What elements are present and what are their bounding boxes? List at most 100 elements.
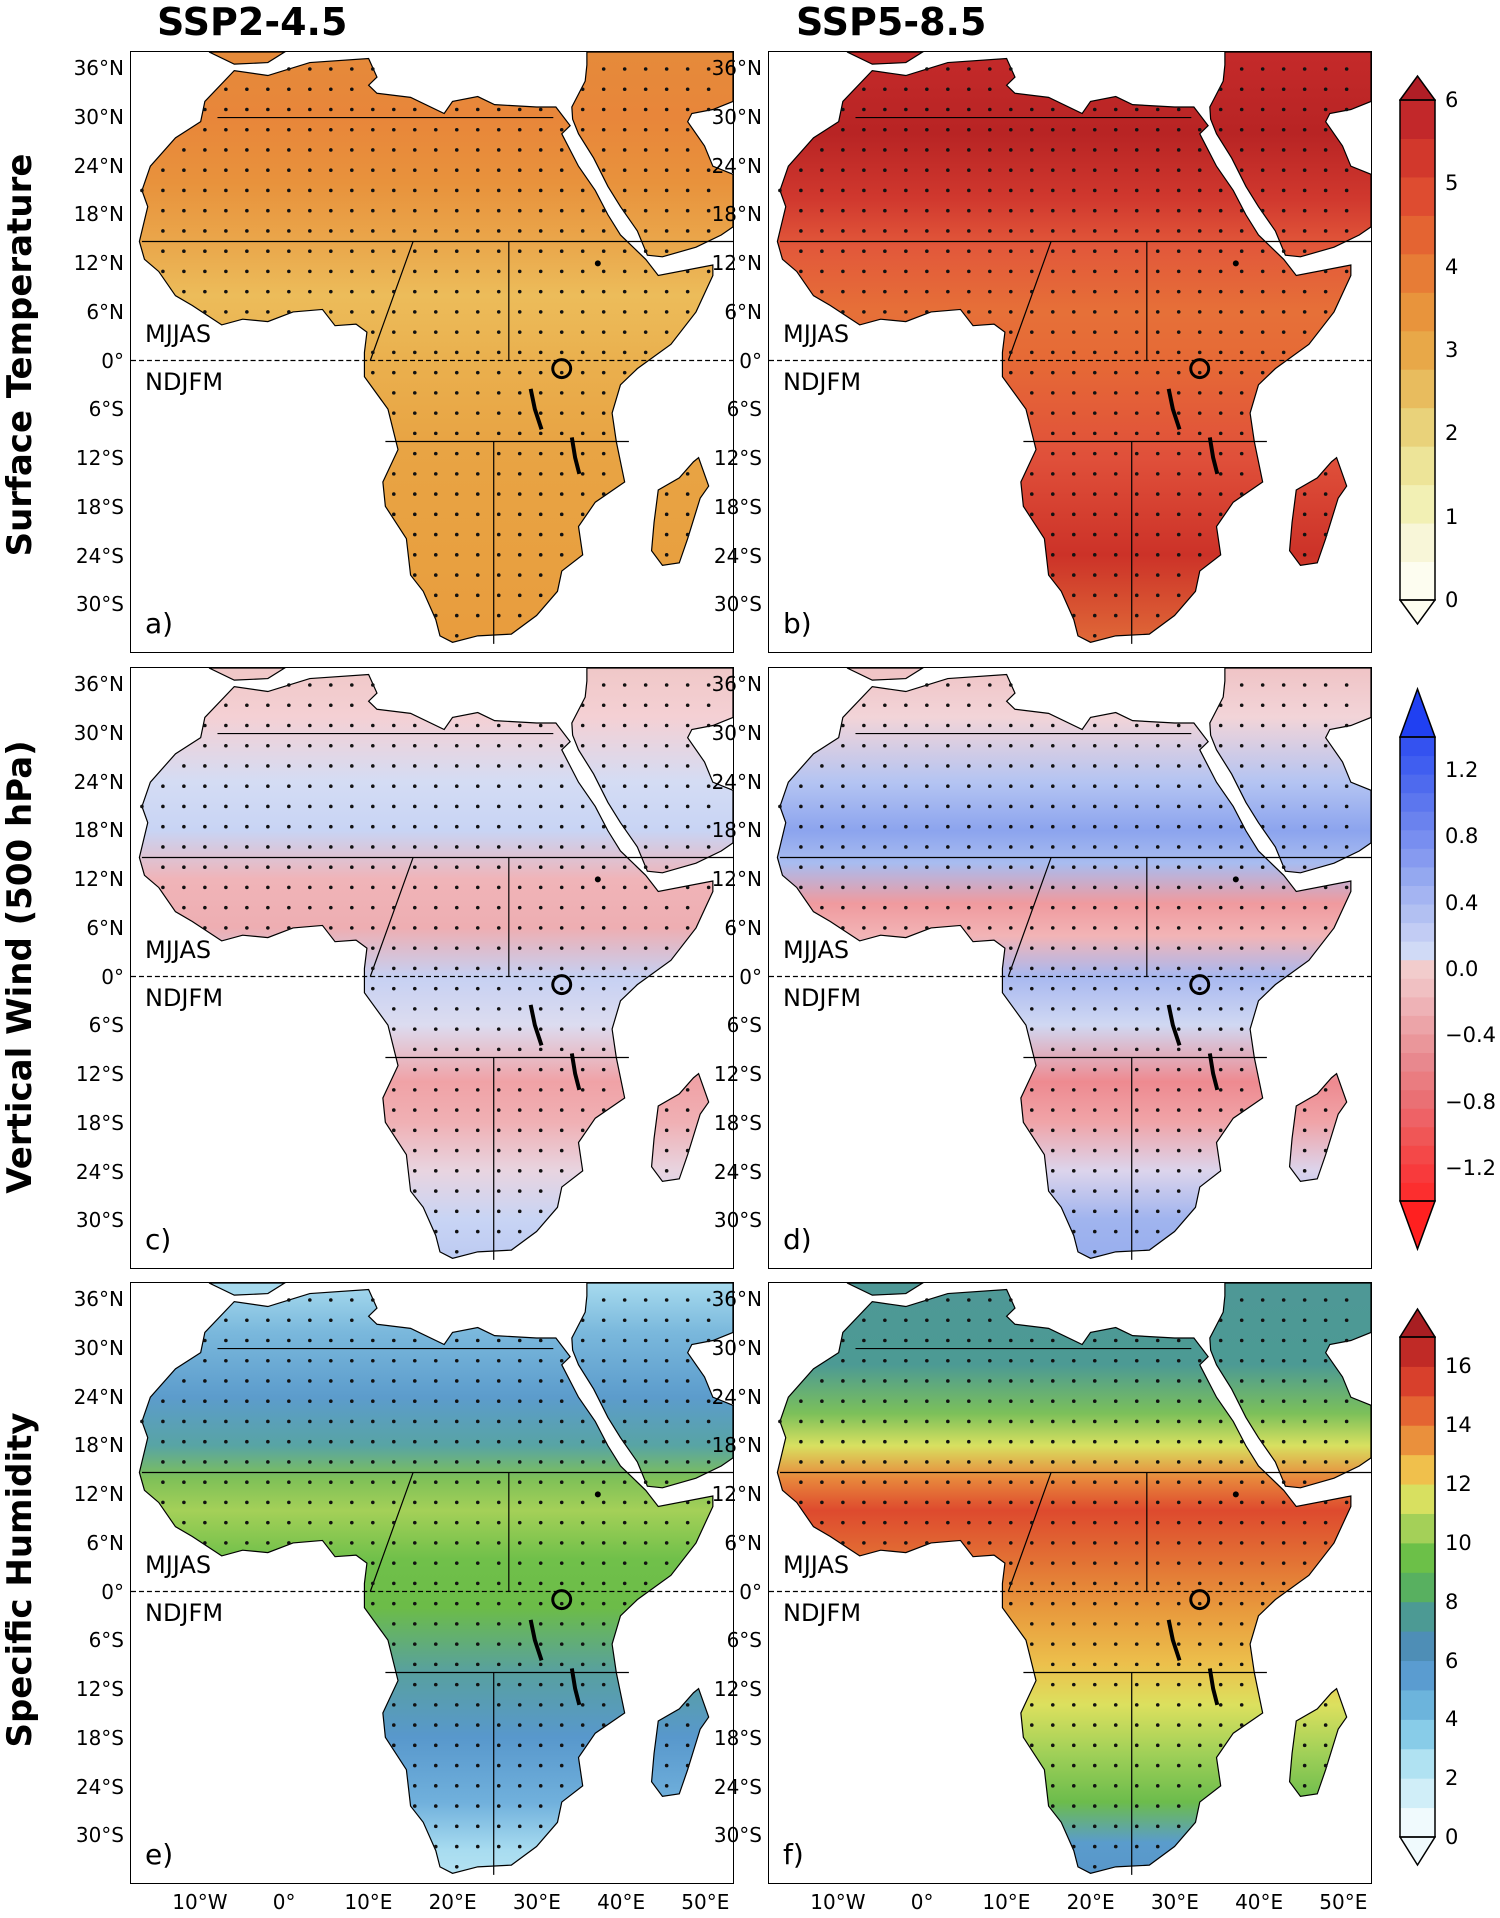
significance-dot bbox=[1323, 683, 1328, 687]
significance-dot bbox=[433, 1460, 438, 1464]
significance-dot bbox=[1260, 107, 1265, 112]
significance-dot bbox=[1071, 492, 1076, 496]
significance-dot bbox=[287, 127, 291, 132]
significance-dot bbox=[496, 229, 501, 233]
significance-dot bbox=[580, 1460, 585, 1464]
significance-dot bbox=[538, 1743, 543, 1748]
colorbar-segment bbox=[1400, 446, 1435, 486]
significance-dot bbox=[182, 1379, 186, 1383]
significance-dot bbox=[308, 804, 312, 809]
significance-dot bbox=[1071, 1067, 1076, 1072]
significance-dot bbox=[1323, 188, 1328, 193]
significance-dot bbox=[287, 764, 291, 768]
significance-dot bbox=[412, 148, 417, 152]
significance-dot bbox=[454, 946, 459, 950]
significance-dot bbox=[1218, 966, 1223, 971]
significance-dot bbox=[967, 1358, 971, 1363]
colorbar-tick-label: 8 bbox=[1445, 1589, 1459, 1614]
lat-tick-label: 30°N bbox=[73, 1335, 124, 1360]
significance-dot bbox=[1197, 1379, 1202, 1383]
significance-dot bbox=[266, 764, 270, 768]
colorbar-segment bbox=[1400, 1660, 1435, 1691]
significance-dot bbox=[925, 1399, 929, 1404]
significance-dot bbox=[904, 148, 908, 152]
significance-dot bbox=[287, 865, 291, 869]
significance-dot bbox=[1176, 1784, 1181, 1788]
lat-tick-label: 24°S bbox=[75, 1774, 124, 1799]
significance-dot bbox=[601, 1662, 606, 1667]
significance-dot bbox=[517, 1844, 522, 1849]
significance-dot bbox=[392, 472, 396, 476]
significance-dot bbox=[1302, 229, 1307, 233]
significance-dot bbox=[266, 168, 270, 173]
significance-dot bbox=[622, 743, 627, 748]
significance-dot bbox=[517, 1128, 522, 1133]
significance-dot bbox=[1050, 946, 1055, 950]
significance-dot bbox=[350, 885, 354, 890]
significance-dot bbox=[161, 269, 165, 274]
significance-dot bbox=[433, 1520, 438, 1525]
significance-dot bbox=[643, 804, 648, 809]
significance-dot bbox=[161, 168, 165, 173]
significance-dot bbox=[371, 168, 375, 173]
significance-dot bbox=[1176, 1399, 1181, 1404]
significance-dot bbox=[496, 1723, 501, 1727]
significance-dot bbox=[601, 1601, 606, 1606]
significance-dot bbox=[412, 553, 417, 557]
significance-dot bbox=[883, 1520, 887, 1525]
colorbar-segment bbox=[1400, 1778, 1435, 1809]
significance-dot bbox=[1176, 1169, 1181, 1173]
significance-dot bbox=[1134, 1338, 1139, 1343]
significance-dot bbox=[454, 532, 459, 537]
significance-dot bbox=[1260, 188, 1265, 193]
significance-dot bbox=[371, 208, 375, 213]
significance-dot bbox=[1071, 1500, 1076, 1505]
significance-dot bbox=[1009, 1338, 1013, 1343]
significance-dot bbox=[664, 926, 669, 930]
significance-dot bbox=[967, 208, 971, 213]
significance-dot bbox=[392, 1723, 396, 1727]
season-label-mjjas: MJJAS bbox=[145, 935, 212, 964]
significance-dot bbox=[925, 1379, 929, 1383]
significance-dot bbox=[883, 1399, 887, 1404]
significance-dot bbox=[1302, 845, 1307, 849]
significance-dot bbox=[1260, 703, 1265, 708]
significance-dot bbox=[883, 1480, 887, 1484]
significance-dot bbox=[1009, 229, 1013, 233]
significance-dot bbox=[946, 845, 950, 849]
significance-dot bbox=[517, 229, 522, 233]
significance-dot bbox=[1092, 1088, 1097, 1092]
significance-dot bbox=[475, 926, 480, 930]
significance-dot bbox=[601, 1723, 606, 1727]
significance-dot bbox=[371, 784, 375, 789]
significance-dot bbox=[622, 926, 627, 930]
significance-dot bbox=[1134, 229, 1139, 233]
significance-dot bbox=[1302, 1784, 1307, 1788]
significance-dot bbox=[245, 1520, 249, 1525]
significance-dot bbox=[580, 1108, 585, 1112]
significance-dot bbox=[643, 824, 648, 829]
significance-dot bbox=[475, 1804, 480, 1808]
significance-dot bbox=[1197, 743, 1202, 748]
significance-dot bbox=[203, 723, 207, 728]
significance-dot bbox=[1050, 926, 1055, 930]
significance-dot bbox=[841, 188, 845, 193]
significance-dot bbox=[1176, 804, 1181, 809]
significance-dot bbox=[538, 148, 543, 152]
significance-dot bbox=[1302, 289, 1307, 294]
significance-dot bbox=[946, 1500, 950, 1505]
significance-dot bbox=[904, 824, 908, 829]
significance-dot bbox=[203, 168, 207, 173]
significance-dot bbox=[1113, 764, 1118, 768]
significance-dot bbox=[1239, 1601, 1244, 1606]
significance-dot bbox=[392, 1500, 396, 1505]
lake-malawi bbox=[569, 1668, 582, 1706]
significance-dot bbox=[161, 845, 165, 849]
significance-dot bbox=[496, 946, 501, 950]
significance-dot bbox=[224, 249, 228, 253]
significance-dot bbox=[1218, 492, 1223, 496]
significance-dot bbox=[1071, 966, 1076, 971]
significance-dot bbox=[1134, 1642, 1139, 1646]
significance-dot bbox=[559, 1027, 564, 1031]
significance-dot bbox=[559, 188, 564, 193]
